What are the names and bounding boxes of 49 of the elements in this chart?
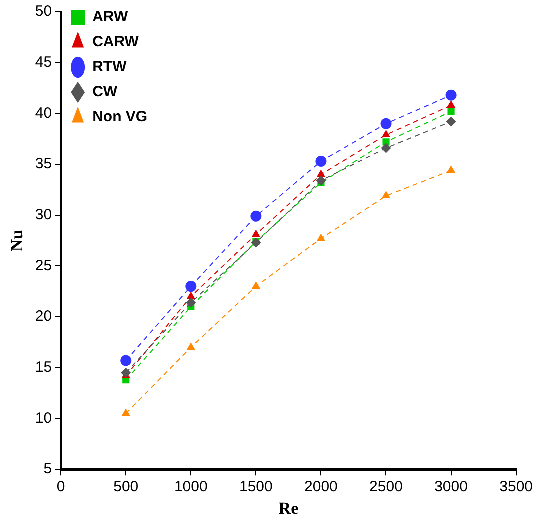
y-tick-label: 20 [35, 308, 52, 326]
y-tick-label: 30 [35, 206, 52, 224]
x-tick-label: 2500 [370, 478, 403, 496]
y-tick-label: 50 [35, 3, 52, 20]
x-tick-label: 3000 [434, 478, 468, 496]
point [316, 176, 326, 186]
y-tick-label: 45 [35, 54, 52, 71]
legend-label: CARW [92, 34, 140, 51]
point [121, 368, 132, 378]
point [316, 170, 326, 178]
point [382, 138, 390, 146]
point [382, 130, 391, 138]
y-tick-label: 25 [35, 257, 52, 274]
point [250, 210, 262, 222]
point [316, 156, 327, 167]
x-axis-title: Re [278, 499, 300, 518]
x-tick-label: 1500 [239, 478, 273, 496]
y-axis-title: Nu [8, 230, 27, 252]
point [446, 100, 456, 108]
x-tick-label: 0 [56, 478, 66, 496]
x-tick-label: 3500 [500, 478, 534, 496]
x-tick-label: 2000 [304, 478, 338, 496]
point [446, 90, 457, 101]
y-tick-label: 40 [35, 104, 52, 122]
point [252, 230, 261, 238]
point [122, 408, 130, 416]
y-tick-label: 5 [44, 460, 52, 478]
point [316, 234, 326, 242]
y-tick-label: 10 [35, 410, 52, 427]
legend-label: Non VG [92, 108, 148, 126]
point [251, 238, 262, 248]
point [186, 298, 196, 308]
legend-label: RTW [92, 58, 128, 76]
point [252, 282, 261, 290]
point [186, 342, 196, 350]
point [186, 281, 197, 292]
point [448, 108, 455, 116]
point [382, 191, 391, 199]
legend-label: CW [92, 84, 118, 101]
point [381, 143, 392, 154]
legend-label: ARW [92, 8, 129, 26]
point [446, 166, 456, 174]
x-tick-label: 500 [114, 478, 139, 496]
point [380, 118, 392, 130]
point [446, 116, 456, 127]
point [120, 355, 132, 366]
y-tick-label: 35 [35, 156, 52, 173]
y-tick-label: 15 [35, 359, 52, 376]
x-tick-label: 1000 [174, 478, 208, 496]
